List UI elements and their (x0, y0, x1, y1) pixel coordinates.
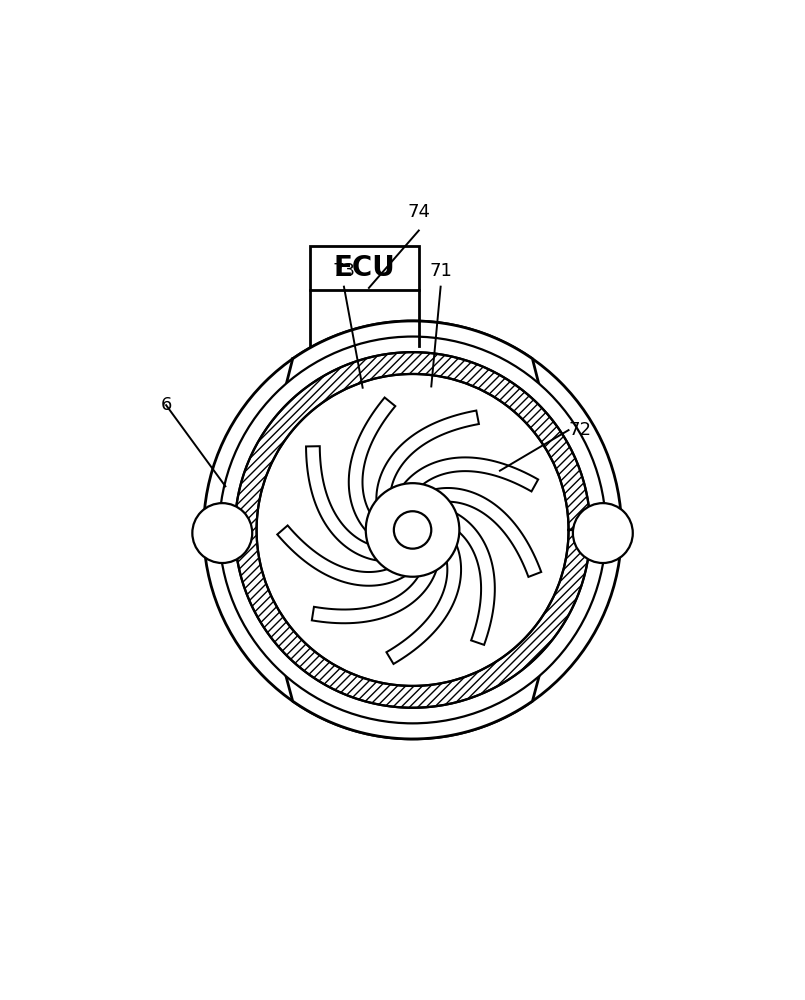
Circle shape (394, 511, 431, 549)
Polygon shape (263, 321, 562, 739)
Polygon shape (407, 488, 541, 577)
Circle shape (204, 321, 621, 739)
Polygon shape (306, 446, 410, 561)
Text: ECU: ECU (333, 254, 395, 282)
Polygon shape (393, 457, 539, 515)
Polygon shape (312, 537, 440, 623)
Polygon shape (423, 507, 495, 645)
Polygon shape (386, 520, 461, 664)
Circle shape (192, 503, 252, 563)
Circle shape (219, 337, 606, 723)
Polygon shape (277, 525, 426, 586)
Circle shape (573, 503, 633, 563)
Text: 74: 74 (407, 203, 431, 221)
Circle shape (279, 396, 547, 664)
Text: 73: 73 (332, 262, 356, 280)
Circle shape (365, 483, 460, 577)
Text: 72: 72 (568, 421, 592, 439)
Text: 6: 6 (160, 396, 171, 414)
Polygon shape (349, 398, 396, 547)
Text: 71: 71 (429, 262, 452, 280)
Bar (310, 246, 419, 290)
Polygon shape (235, 352, 590, 708)
Polygon shape (377, 411, 479, 531)
